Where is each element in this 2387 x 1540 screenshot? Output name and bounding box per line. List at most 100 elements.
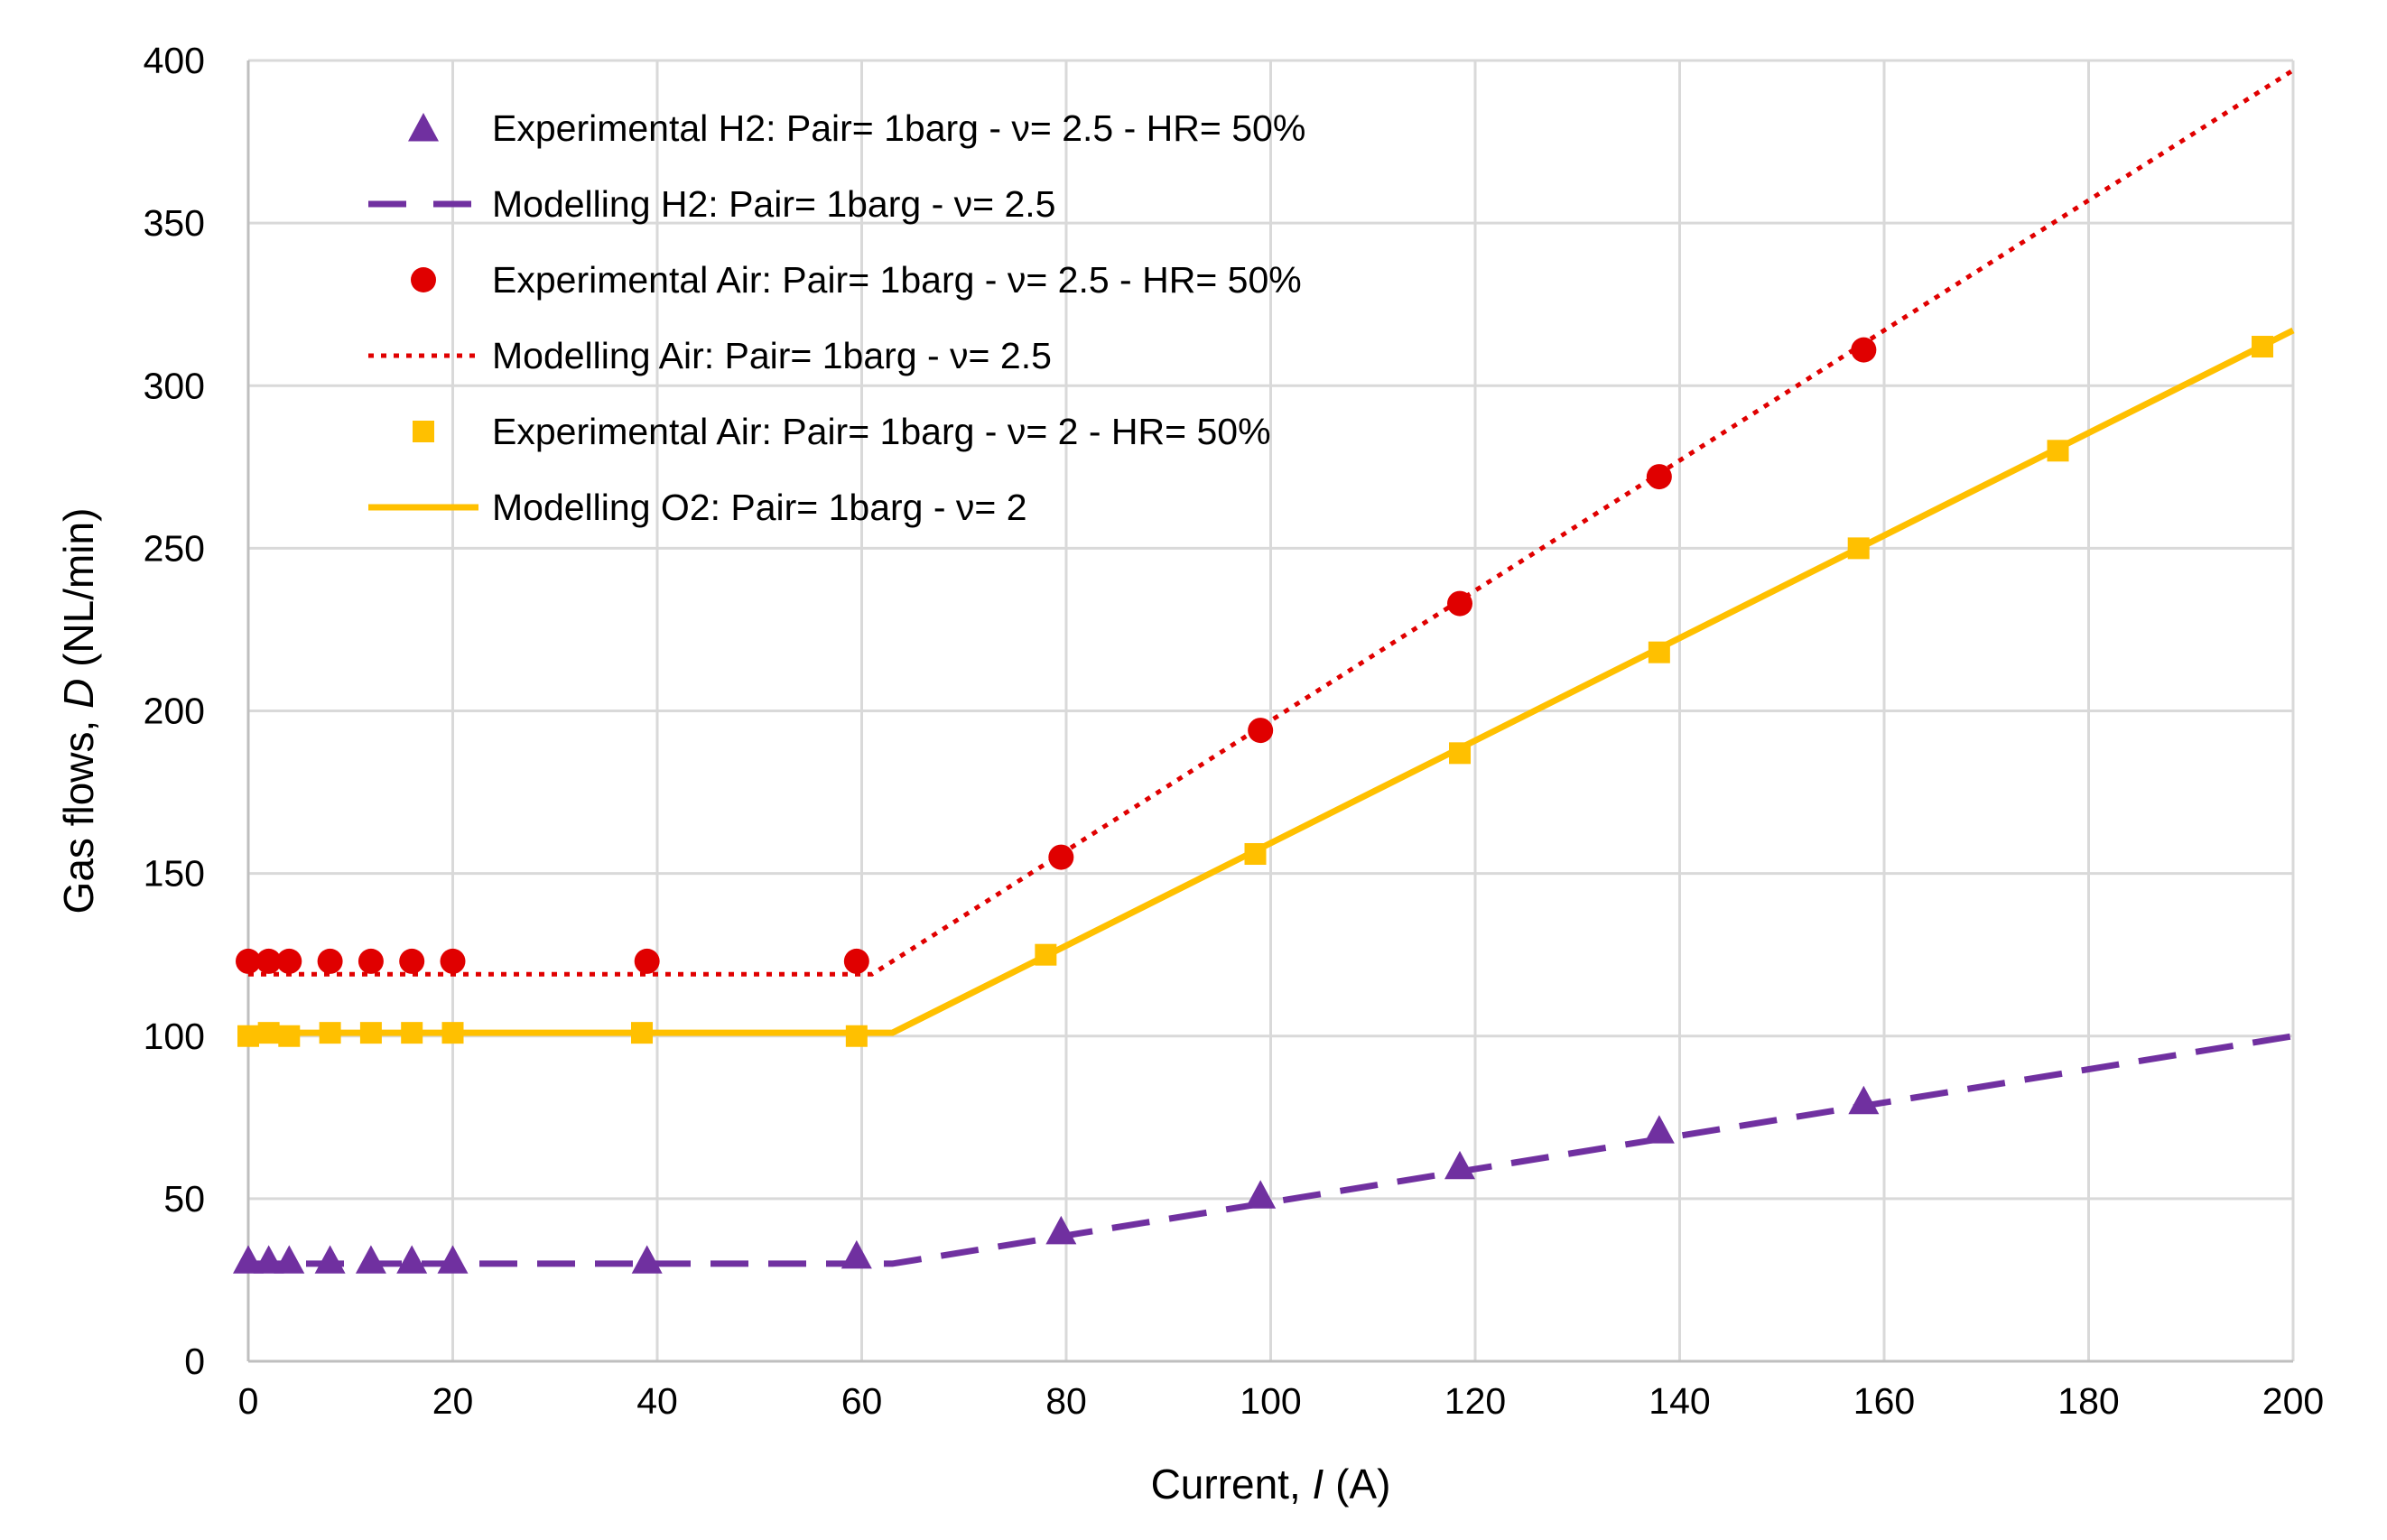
data-point [1847, 537, 1870, 560]
y-tick-label: 150 [144, 853, 205, 895]
data-point [278, 1025, 301, 1047]
legend-label: Modelling O2: Pair= 1barg - ν= 2 [492, 487, 1027, 528]
y-tick-label: 250 [144, 527, 205, 569]
x-axis-title-unit: (A) [1324, 1461, 1390, 1508]
data-point [396, 1245, 428, 1274]
x-tick-label: 200 [2262, 1380, 2324, 1422]
x-axis-title: Current, I (A) [1151, 1461, 1391, 1508]
data-point [2252, 336, 2274, 358]
x-tick-label: 40 [636, 1380, 678, 1422]
data-point [440, 948, 466, 974]
data-point [437, 1245, 469, 1274]
data-point [1444, 1150, 1476, 1180]
legend-label: Modelling Air: Pair= 1barg - ν= 2.5 [492, 335, 1052, 376]
y-tick-label: 300 [144, 365, 205, 406]
data-point [1851, 337, 1877, 363]
data-point [237, 1025, 259, 1047]
data-point [359, 1022, 382, 1044]
y-axis-title-variable: D [55, 679, 102, 709]
legend-label: Experimental H2: Pair= 1barg - ν= 2.5 - … [492, 107, 1305, 149]
data-point [1245, 1180, 1277, 1209]
series-0-marker-group [233, 1085, 1880, 1274]
data-point [274, 1245, 305, 1274]
data-point [1035, 943, 1057, 966]
x-tick-label: 120 [1444, 1380, 1506, 1422]
legend-entry: Experimental H2: Pair= 1barg - ν= 2.5 - … [408, 107, 1305, 149]
series-line [248, 68, 2295, 977]
data-point [1244, 843, 1267, 866]
data-point [233, 1245, 264, 1274]
legend-entry: Modelling O2: Pair= 1barg - ν= 2 [368, 487, 1027, 528]
x-tick-label: 160 [1853, 1380, 1915, 1422]
y-tick-label: 400 [144, 40, 205, 81]
data-point [1248, 718, 1274, 744]
legend-marker-swatch [411, 267, 436, 292]
legend-entry: Experimental Air: Pair= 1barg - ν= 2.5 -… [411, 259, 1302, 301]
data-point [401, 1022, 423, 1044]
data-point [845, 1025, 868, 1047]
data-point [253, 1245, 284, 1274]
data-point [317, 948, 343, 974]
legend: Experimental H2: Pair= 1barg - ν= 2.5 - … [368, 107, 1305, 528]
data-point [841, 1239, 872, 1269]
y-tick-label: 0 [184, 1341, 205, 1382]
y-axis-title: Gas flows, D (NL/min) [55, 508, 102, 914]
legend-marker-swatch [413, 421, 434, 442]
legend-label: Modelling H2: Pair= 1barg - ν= 2.5 [492, 183, 1055, 225]
y-tick-label: 350 [144, 202, 205, 244]
data-point [1447, 590, 1473, 617]
data-point [1848, 1085, 1880, 1115]
data-point [257, 1022, 280, 1044]
x-tick-label: 100 [1240, 1380, 1301, 1422]
x-tick-label: 20 [432, 1380, 474, 1422]
series-3-line-group [248, 68, 2295, 977]
x-tick-label: 80 [1045, 1380, 1087, 1422]
y-tick-label: 100 [144, 1016, 205, 1057]
data-point [843, 948, 869, 974]
data-point [255, 948, 282, 974]
series-2-marker-group [236, 337, 1877, 974]
data-point [631, 1245, 663, 1274]
legend-marker-swatch [408, 113, 439, 142]
legend-entry: Modelling Air: Pair= 1barg - ν= 2.5 [368, 335, 1052, 376]
data-point [441, 1022, 464, 1044]
y-axis-title-prefix: Gas flows, [55, 709, 102, 914]
data-point [1048, 844, 1074, 870]
x-tick-label: 180 [2057, 1380, 2119, 1422]
gridlines [248, 59, 2295, 1361]
series-line [248, 1033, 2294, 1267]
x-tick-label: 0 [238, 1380, 259, 1422]
legend-label: Experimental Air: Pair= 1barg - ν= 2 - H… [492, 411, 1271, 452]
y-tick-label: 200 [144, 691, 205, 732]
y-axis-title-unit: (NL/min) [55, 508, 102, 679]
data-point [399, 948, 425, 974]
x-axis-title-prefix: Current, [1151, 1461, 1313, 1508]
data-point [236, 948, 261, 974]
data-point [631, 1022, 654, 1044]
legend-entry: Experimental Air: Pair= 1barg - ν= 2 - H… [413, 411, 1271, 452]
x-tick-label: 140 [1649, 1380, 1710, 1422]
data-point [2047, 440, 2069, 462]
data-point [1045, 1215, 1077, 1245]
data-point [1646, 464, 1672, 490]
data-point [1449, 742, 1472, 765]
x-axis-title-variable: I [1313, 1461, 1324, 1508]
data-point [634, 948, 660, 974]
data-point [319, 1022, 341, 1044]
legend-label: Experimental Air: Pair= 1barg - ν= 2.5 -… [492, 259, 1302, 301]
plot-series [233, 68, 2295, 1274]
legend-entry: Modelling H2: Pair= 1barg - ν= 2.5 [368, 183, 1055, 225]
data-point [355, 1245, 386, 1274]
data-point [358, 948, 384, 974]
y-tick-label: 50 [163, 1178, 205, 1220]
data-point [1643, 1115, 1675, 1144]
data-point [276, 948, 302, 974]
data-point [1648, 641, 1670, 663]
series-1-line-group [248, 1033, 2294, 1267]
x-tick-label: 60 [841, 1380, 883, 1422]
series-4-marker-group [237, 336, 2274, 1047]
data-point [314, 1245, 346, 1274]
axes: 0 20 40 60 80 100 120 140 160 180 200 0 50 100 150 200 2… [144, 40, 2325, 1422]
